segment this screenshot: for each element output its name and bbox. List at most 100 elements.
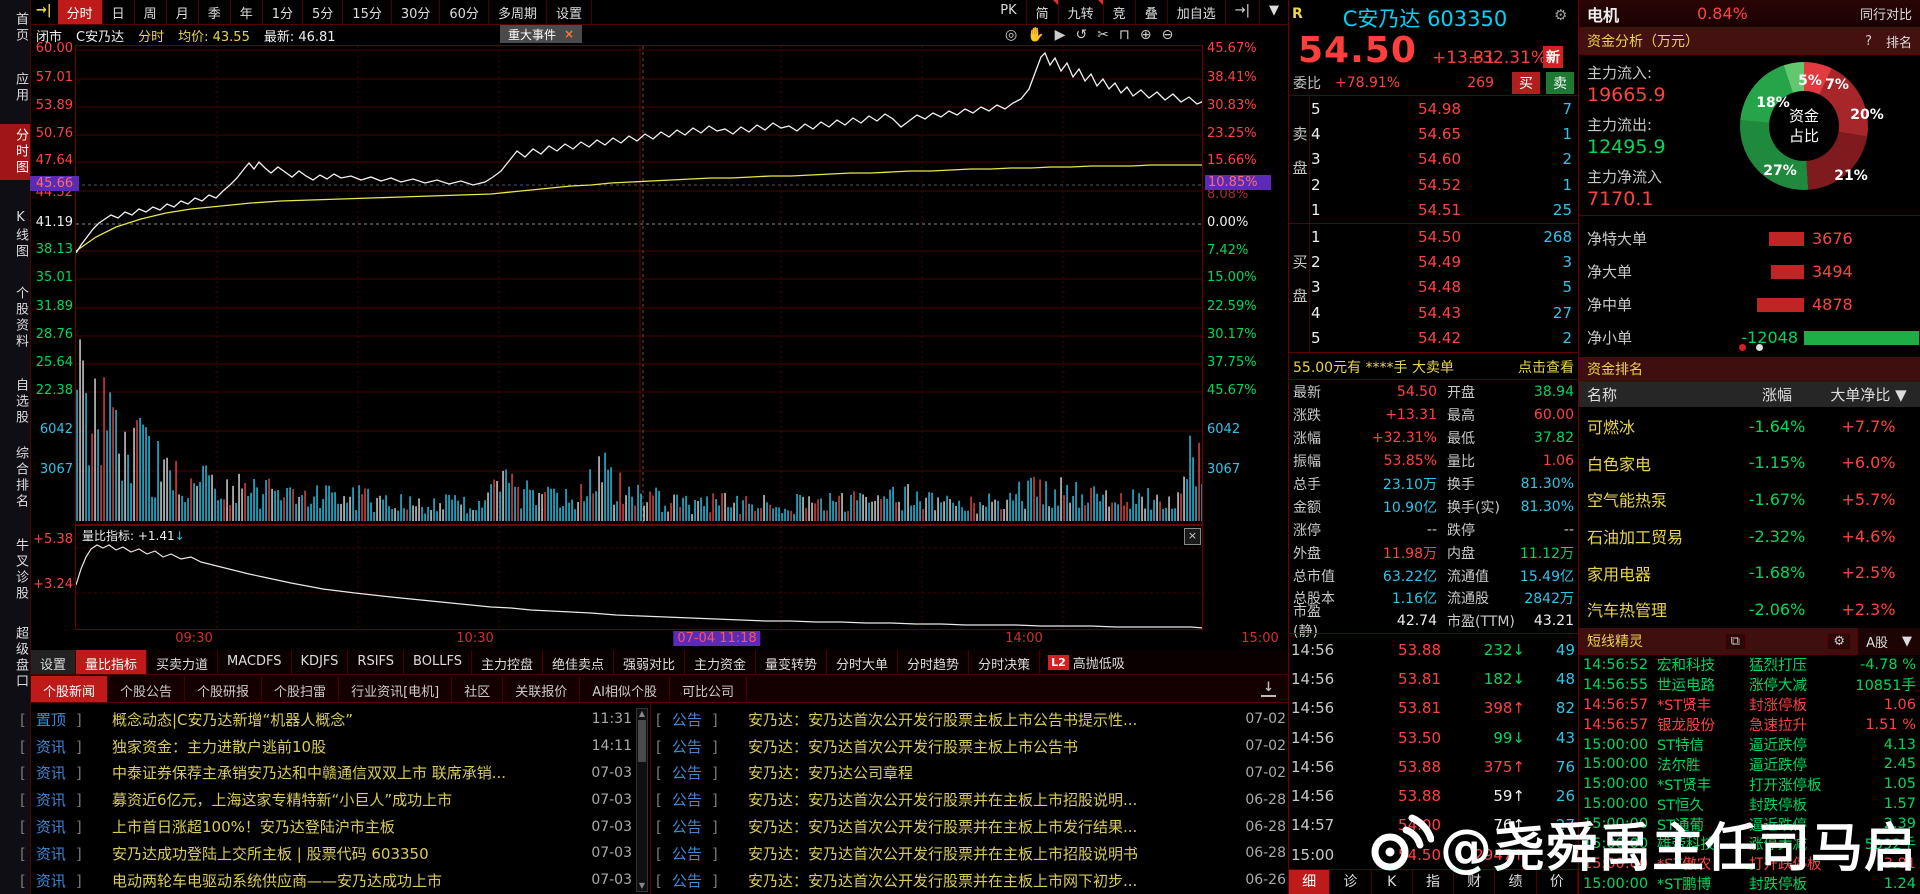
sidebar-item[interactable]: K线图 — [13, 210, 28, 260]
toolbar-right-button[interactable]: 叠 — [1136, 0, 1168, 24]
popout-icon[interactable]: ⧉ — [1724, 632, 1746, 650]
toolbar-right-button[interactable]: 竞 — [1104, 0, 1136, 24]
sidebar-item[interactable]: 个股资料 — [13, 286, 28, 350]
fund-rank-row[interactable]: 可燃冰 -1.64% +7.7% — [1579, 408, 1920, 445]
bid-row[interactable]: 1 54.50 268 — [1311, 224, 1576, 249]
indicator-tab[interactable]: RSIFS — [348, 650, 405, 674]
indicator-tab[interactable]: 主力控盘 — [472, 650, 543, 674]
period-tab[interactable]: 1分 — [263, 0, 304, 24]
news-tab[interactable]: 行业资讯[电机] — [339, 676, 453, 702]
jump-icon[interactable]: →| — [36, 3, 52, 18]
close-pane-icon[interactable]: × — [1184, 528, 1201, 545]
quote-stock-title[interactable]: C安乃达 603350 — [1342, 7, 1508, 31]
sidebar-item[interactable]: 分时图 — [0, 124, 30, 180]
indicator-tab[interactable]: KDJFS — [292, 650, 349, 674]
announcement-item[interactable]: [公告] 安乃达：安乃达首次公开发行股票并在主板上市网下初步... 06-26 — [656, 867, 1286, 894]
fund-rank-row[interactable]: 石油加工贸易 -2.32% +4.6% — [1579, 518, 1920, 555]
news-tab[interactable]: AI相似个股 — [580, 676, 670, 702]
period-tab[interactable]: 60分 — [440, 0, 489, 24]
news-tab[interactable]: 关联报价 — [503, 676, 581, 702]
indicator-tab[interactable]: 分时趋势 — [898, 650, 970, 674]
news-item[interactable]: [资讯] 募资近6亿元，上海这家专精特新“小巨人”成功上市 07-03 — [20, 786, 632, 813]
period-tab[interactable]: 多周期 — [489, 0, 547, 24]
news-item[interactable]: [资讯] 电动两轮车电驱动系统供应商——安乃达成功上市 07-03 — [20, 867, 632, 894]
period-tab[interactable]: 周 — [135, 0, 167, 24]
sidebar-item[interactable]: 综合排名 — [13, 446, 28, 510]
hand-icon[interactable]: ✋ — [1027, 27, 1045, 43]
indicator-tab[interactable]: 绝佳卖点 — [543, 650, 614, 674]
news-tab[interactable]: 个股扫雷 — [262, 676, 340, 702]
announcement-item[interactable]: [公告] 安乃达：安乃达公司章程 07-02 — [656, 760, 1286, 787]
sidebar-item[interactable]: 首页 — [13, 12, 28, 44]
indicator-tab[interactable]: 强弱对比 — [614, 650, 685, 674]
news-item[interactable]: [资讯] 中泰证券保荐主承销安乃达和中赣通信双双上市 联席承销... 07-03 — [20, 760, 632, 787]
quote-tab[interactable]: 价 — [1537, 870, 1578, 894]
play-icon[interactable]: ▶ — [1054, 27, 1066, 43]
indicator-tab[interactable]: 设置 — [31, 650, 77, 674]
news-item[interactable]: [资讯] 安乃达成功登陆上交所主板 | 股票代码 603350 07-03 — [20, 840, 632, 867]
news-tab[interactable]: 个股新闻 — [31, 676, 109, 702]
announcement-item[interactable]: [公告] 安乃达：安乃达首次公开发行股票并在主板上市发行结果... 06-28 — [656, 813, 1286, 840]
alert-link[interactable]: 点击查看 — [1518, 360, 1574, 376]
zoom-in-icon[interactable]: ⊕ — [1139, 27, 1152, 43]
announcement-item[interactable]: [公告] 安乃达：安乃达首次公开发行股票主板上市公告书提示性... 07-02 — [656, 706, 1286, 733]
alert-row[interactable]: 15:00:00 法尔胜 逼近跌停 2.45 — [1579, 754, 1920, 774]
toolbar-right-button[interactable]: →| — [1226, 0, 1260, 24]
ask-row[interactable]: 2 54.52 1 — [1311, 172, 1576, 197]
sell-button[interactable]: 卖 — [1546, 71, 1574, 94]
sidebar-item[interactable]: 应用 — [13, 72, 28, 104]
download-icon[interactable]: ↓ — [1261, 680, 1276, 697]
bid-row[interactable]: 4 54.43 27 — [1311, 300, 1576, 325]
indicator-tab[interactable]: MACDFS — [218, 650, 292, 674]
zoom-out-icon[interactable]: ⊖ — [1161, 27, 1174, 43]
fund-rank-row[interactable]: 汽车热管理 -2.06% +2.3% — [1579, 591, 1920, 628]
period-tab[interactable]: 设置 — [547, 0, 592, 24]
sidebar-item[interactable]: 自选股 — [13, 378, 28, 426]
quote-tab[interactable]: K — [1372, 870, 1413, 894]
period-tab[interactable]: 年 — [231, 0, 263, 24]
alert-row[interactable]: 14:56:55 世运电路 涨停大减 10851手 — [1579, 675, 1920, 695]
quote-tab[interactable]: 财 — [1454, 870, 1496, 894]
scissors-icon[interactable]: ✂ — [1097, 27, 1109, 43]
col-net-ratio[interactable]: 大单净比 ▼ — [1830, 386, 1907, 404]
alert-row[interactable]: 14:56:57 *ST贤丰 封涨停板 1.06 — [1579, 695, 1920, 715]
news-tab[interactable]: 个股公告 — [108, 676, 186, 702]
toolbar-right-button[interactable]: PK — [991, 0, 1027, 24]
period-tab[interactable]: 30分 — [392, 0, 441, 24]
period-tab[interactable]: 日 — [103, 0, 135, 24]
announcement-item[interactable]: [公告] 安乃达：安乃达首次公开发行股票并在主板上市招股说明书 06-28 — [656, 840, 1286, 867]
gear-icon[interactable]: ⚙ — [1554, 6, 1568, 24]
gear-icon[interactable]: ⚙ — [1827, 632, 1852, 650]
ask-row[interactable]: 1 54.51 25 — [1311, 198, 1576, 223]
rank-link[interactable]: 排名 — [1885, 35, 1912, 51]
quote-tab[interactable]: 指 — [1413, 870, 1455, 894]
alert-row[interactable]: 15:00:00 *ST傲农 打开跌停板 3.81 — [1579, 854, 1920, 874]
news-item[interactable]: [资讯] 独家资金：主力进散户逃前10股 14:11 — [20, 733, 632, 760]
toolbar-right-button[interactable]: 九转 — [1059, 0, 1104, 24]
market-filter-dropdown[interactable]: A股 ▼ — [1857, 627, 1920, 655]
indicator-tab[interactable]: 买卖力道 — [147, 650, 219, 674]
news-tab[interactable]: 个股研报 — [185, 676, 263, 702]
indicator-tab[interactable]: 分时决策 — [969, 650, 1041, 674]
ask-row[interactable]: 5 54.98 7 — [1311, 96, 1576, 121]
alert-row[interactable]: 15:00:00 ST恒久 封跌停板 1.57 — [1579, 794, 1920, 814]
fund-rank-row[interactable]: 家用电器 -1.68% +2.5% — [1579, 554, 1920, 591]
indicator-tab[interactable]: 分时大单 — [827, 650, 899, 674]
news-item[interactable]: [资讯] 上市首日涨超100%！安乃达登陆沪市主板 07-03 — [20, 813, 632, 840]
alert-row[interactable]: 15:00:00 *ST贤丰 打开涨停板 1.05 — [1579, 774, 1920, 794]
scroll-down-icon[interactable]: ▼ — [638, 881, 646, 890]
toolbar-right-button[interactable]: ▼ — [1260, 0, 1289, 24]
scrollbar-thumb[interactable] — [638, 720, 646, 762]
ask-row[interactable]: 3 54.60 2 — [1311, 147, 1576, 172]
sidebar-item[interactable]: 牛叉诊股 — [13, 538, 28, 602]
alert-row[interactable]: 14:56:57 银龙股份 急速拉升 1.51 % — [1579, 715, 1920, 735]
news-tab[interactable]: 社区 — [452, 676, 504, 702]
close-icon[interactable]: × — [564, 27, 575, 41]
lock-icon[interactable]: ⊓ — [1118, 27, 1130, 43]
alert-row[interactable]: 15:00:00 ST特信 逼近跌停 4.13 — [1579, 735, 1920, 755]
bid-row[interactable]: 5 54.42 2 — [1311, 326, 1576, 351]
news-scrollbar[interactable]: ▲ ▼ — [636, 708, 648, 892]
toolbar-right-button[interactable]: 加自选 — [1168, 0, 1226, 24]
indicator-tab[interactable]: 主力资金 — [685, 650, 757, 674]
announcement-item[interactable]: [公告] 安乃达：安乃达首次公开发行股票并在主板上市招股说明... 06-28 — [656, 786, 1286, 813]
